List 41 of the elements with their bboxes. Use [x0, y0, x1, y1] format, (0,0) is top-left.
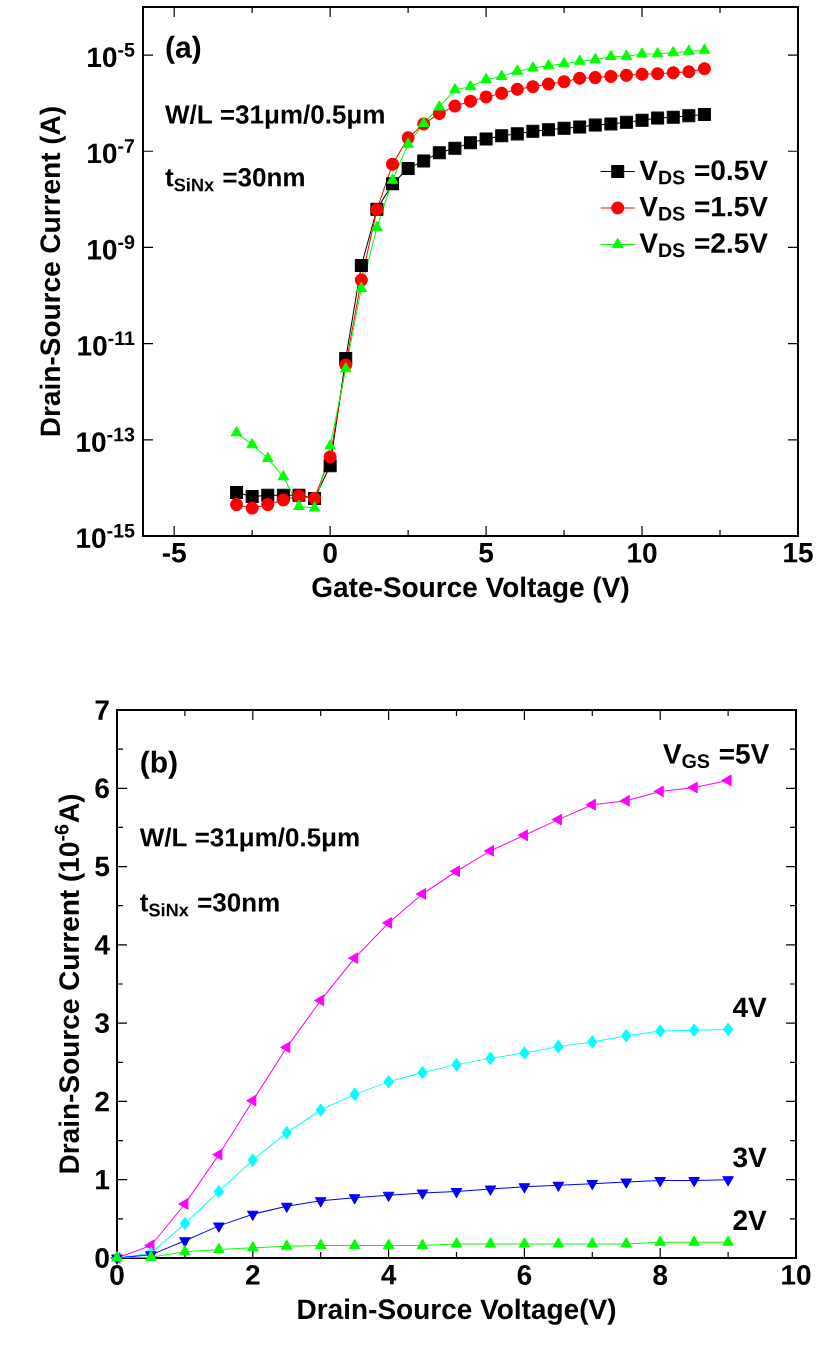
x-tick-label: 5 [479, 543, 494, 563]
annotation: (b) [141, 750, 177, 779]
x-axis-title: Drain-Source Voltage(V) [298, 1298, 616, 1325]
x-tick-label: 4 [381, 1265, 397, 1285]
y-tick-label: 10$^{-5}$ [88, 42, 135, 68]
y-tick-label: 7 [95, 700, 109, 720]
y-tick-label: 6 [95, 778, 109, 799]
x-tick-label: 2 [245, 1265, 260, 1285]
y-tick-label: 10$^{-13}$ [77, 427, 135, 453]
y-tick-label: 10$^{-15}$ [77, 523, 135, 549]
y-tick-label: 3 [94, 1013, 109, 1034]
legend-label: V$_{DS}$ =1.5V [639, 196, 768, 221]
x-tick-label: -5 [162, 543, 186, 563]
x-tick-label: 6 [517, 1265, 532, 1285]
y-tick-label: 0 [95, 1248, 109, 1268]
annotation: W/L =31μm/0.5μm [139, 827, 359, 852]
y-axis-title: Drain-Source Current (10$^{-6}$A) [54, 794, 85, 1173]
series-label: 3V [733, 1147, 767, 1168]
y-tick-label: 5 [95, 856, 110, 877]
series-label: 2V [733, 1210, 767, 1230]
annotation: t$_{SiNx}$ =30nm [140, 893, 279, 917]
x-tick-label: 8 [653, 1265, 668, 1285]
x-tick-label: 10 [782, 1265, 811, 1285]
x-tick-label: 0 [323, 543, 337, 563]
y-tick-label: 2 [95, 1091, 109, 1112]
y-axis-title: Drain-Source Current (A) [39, 107, 66, 436]
annotation: (a) [166, 35, 201, 64]
x-tick-label: 15 [784, 543, 813, 563]
x-axis-title: Gate-Source Voltage (V) [312, 576, 629, 603]
x-tick-label: 10 [628, 543, 657, 563]
series-label: 4V [732, 997, 767, 1017]
legend-label: V$_{DS}$ =2.5V [639, 233, 768, 258]
y-tick-label: 4 [94, 935, 110, 955]
series-label: V$_{GS}$ =5V [663, 744, 770, 769]
y-tick-label: 1 [96, 1170, 110, 1190]
y-tick-label: 10$^{-7}$ [88, 139, 135, 164]
y-tick-label: 10$^{-9}$ [88, 235, 135, 260]
annotation: t$_{SiNx}$ =30nm [165, 168, 304, 192]
annotation: W/L =31μm/0.5μm [165, 104, 384, 129]
legend-label: V$_{DS}$ =0.5V [639, 160, 768, 185]
y-tick-label: 10$^{-11}$ [78, 331, 135, 356]
